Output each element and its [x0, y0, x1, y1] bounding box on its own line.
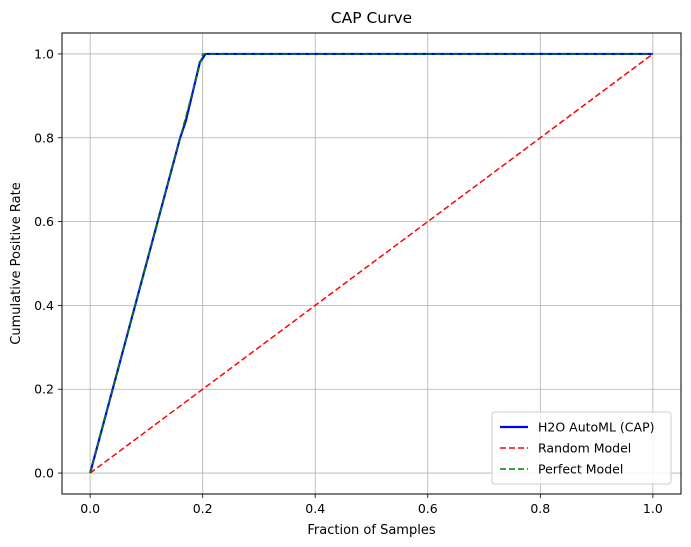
y-tick-label: 0.8: [34, 130, 54, 145]
y-tick-label: 0.6: [34, 214, 54, 229]
x-axis-ticks: 0.0 0.2 0.4 0.6 0.8 1.0: [80, 494, 663, 516]
x-tick-label: 0.0: [80, 501, 100, 516]
series-line-2: [89, 53, 653, 474]
legend-label-0: H2O AutoML (CAP): [538, 420, 654, 435]
y-tick-label: 0.0: [34, 466, 54, 481]
series-layer: [89, 52, 654, 474]
x-tick-label: 0.2: [193, 501, 213, 516]
chart-title: CAP Curve: [331, 9, 412, 27]
legend-box: [491, 411, 672, 485]
x-tick-label: 1.0: [643, 501, 663, 516]
grid: [62, 33, 681, 494]
y-tick-label: 0.4: [34, 298, 54, 313]
x-tick-label: 0.6: [418, 501, 438, 516]
legend: H2O AutoML (CAP) Random Model Perfect Mode…: [491, 411, 672, 485]
x-axis-label: Fraction of Samples: [307, 523, 435, 538]
y-axis-ticks: 0.0 0.2 0.4 0.6 0.8 1.0: [34, 46, 62, 481]
series-line-1: [89, 53, 654, 474]
x-tick-label: 0.4: [305, 501, 325, 516]
legend-label-1: Random Model: [538, 441, 631, 456]
y-tick-label: 1.0: [34, 46, 54, 61]
y-axis-label: Cumulative Positive Rate: [9, 182, 24, 344]
y-tick-label: 0.2: [34, 382, 54, 397]
plot-frame: [61, 32, 682, 495]
legend-label-2: Perfect Model: [538, 462, 623, 477]
x-tick-label: 0.8: [530, 501, 550, 516]
